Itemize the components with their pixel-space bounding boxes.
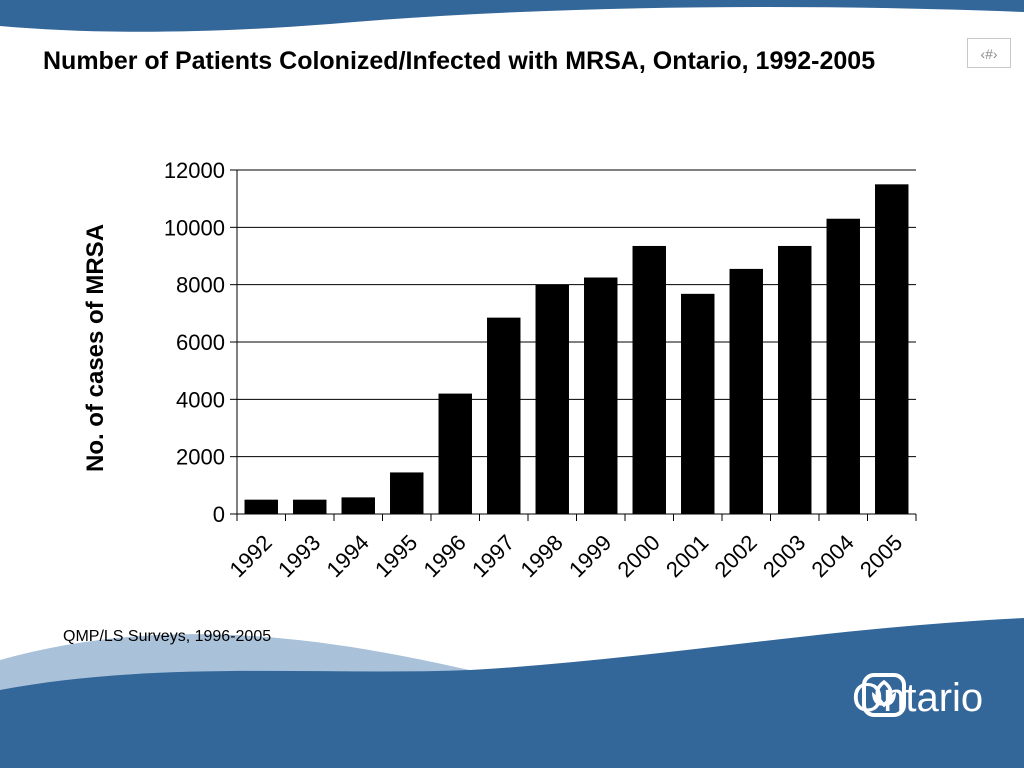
x-tick-label: 2003	[758, 530, 810, 582]
y-tick-label: 4000	[176, 387, 225, 412]
source-note: QMP/LS Surveys, 1996-2005	[63, 628, 272, 645]
x-tick-label: 2005	[855, 530, 907, 582]
y-tick-label: 2000	[176, 445, 225, 470]
bar-1994	[341, 497, 375, 514]
y-tick-labels: 0 2000 4000 6000 8000 10000 12000	[164, 158, 225, 527]
y-tick-label: 10000	[164, 215, 225, 240]
ontario-wordmark: Ontario	[852, 676, 984, 720]
y-tick-label: 6000	[176, 330, 225, 355]
bar-2001	[681, 293, 715, 514]
bars	[244, 184, 909, 515]
x-tick-label: 1999	[564, 530, 616, 582]
bar-1995	[390, 472, 424, 514]
slide-title: Number of Patients Colonized/Infected wi…	[43, 47, 876, 75]
bar-1999	[584, 277, 618, 514]
x-tick-label: 2001	[661, 530, 713, 582]
axes	[230, 169, 917, 521]
bar-1997	[487, 317, 521, 514]
x-tick-label: 1997	[467, 530, 519, 582]
x-tick-label: 1993	[273, 530, 325, 582]
x-tick-label: 1994	[321, 530, 373, 582]
y-tick-label: 0	[213, 502, 225, 527]
x-tick-labels: 1992199319941995199619971998199920002001…	[224, 530, 907, 582]
ontario-trillium-icon	[862, 673, 906, 717]
slide-number: ‹#›	[967, 38, 1011, 68]
x-tick-label: 2002	[709, 530, 761, 582]
x-tick-label: 1995	[370, 530, 422, 582]
top-wave-band	[0, 0, 1024, 32]
x-tick-label: 1998	[515, 530, 567, 582]
bar-2003	[778, 245, 812, 514]
bar-1993	[293, 499, 327, 514]
bar-2005	[875, 184, 909, 515]
y-tick-label: 8000	[176, 273, 225, 298]
y-tick-label: 12000	[164, 158, 225, 183]
bar-1996	[438, 393, 472, 514]
gridlines	[237, 169, 916, 458]
bar-1998	[535, 284, 569, 514]
x-tick-label: 1992	[224, 530, 276, 582]
x-tick-label: 2004	[806, 530, 858, 582]
bar-2000	[632, 245, 666, 514]
bottom-wave-band	[0, 618, 1024, 768]
x-tick-label: 1996	[418, 530, 470, 582]
bar-2004	[826, 218, 860, 514]
bar-2002	[729, 268, 763, 514]
x-tick-label: 2000	[612, 530, 664, 582]
y-axis-label: No. of cases of MRSA	[82, 224, 109, 472]
bar-1992	[244, 499, 278, 514]
